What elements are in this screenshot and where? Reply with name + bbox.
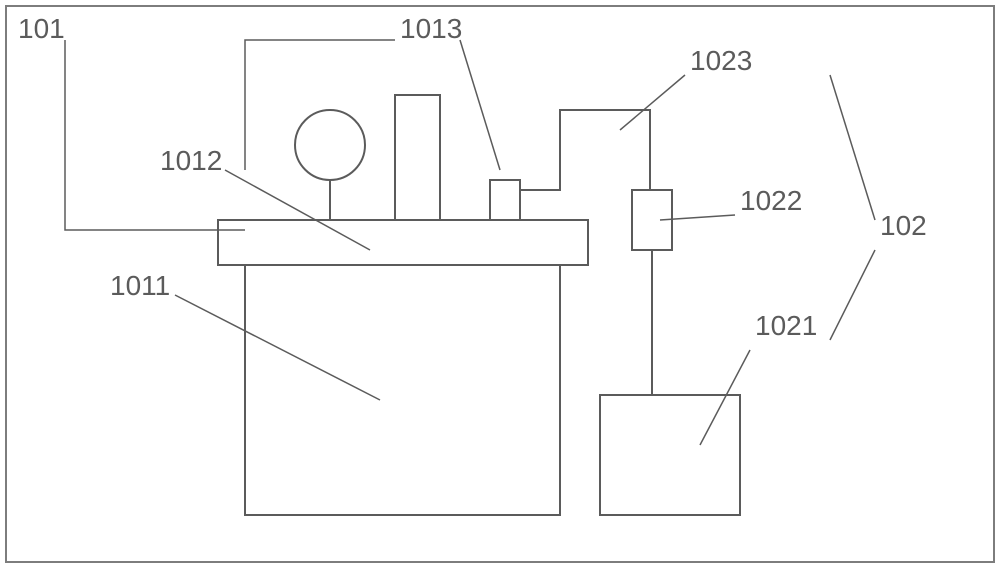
port-1013 (490, 180, 520, 220)
vessel-body-1011 (245, 265, 560, 515)
label-1013: 1013 (400, 13, 462, 44)
leader-p102a (830, 75, 875, 220)
leader-p1021 (700, 350, 750, 445)
gauge-dial (295, 110, 365, 180)
label-1012: 1012 (160, 145, 222, 176)
leader-p101 (65, 40, 245, 230)
label-1021: 1021 (755, 310, 817, 341)
tank-1021 (600, 395, 740, 515)
leader-p1023 (620, 75, 685, 130)
label-1023: 1023 (690, 45, 752, 76)
stack-column (395, 95, 440, 220)
vessel-lid-1012 (218, 220, 588, 265)
leader-p1012 (225, 170, 370, 250)
leader-p1013 (245, 40, 395, 170)
leader-p1013b (460, 40, 500, 170)
leader-p102b (830, 250, 875, 340)
label-1022: 1022 (740, 185, 802, 216)
label-102: 102 (880, 210, 927, 241)
leader-p1011 (175, 295, 380, 400)
label-1011: 1011 (110, 270, 170, 301)
label-101: 101 (18, 13, 65, 44)
